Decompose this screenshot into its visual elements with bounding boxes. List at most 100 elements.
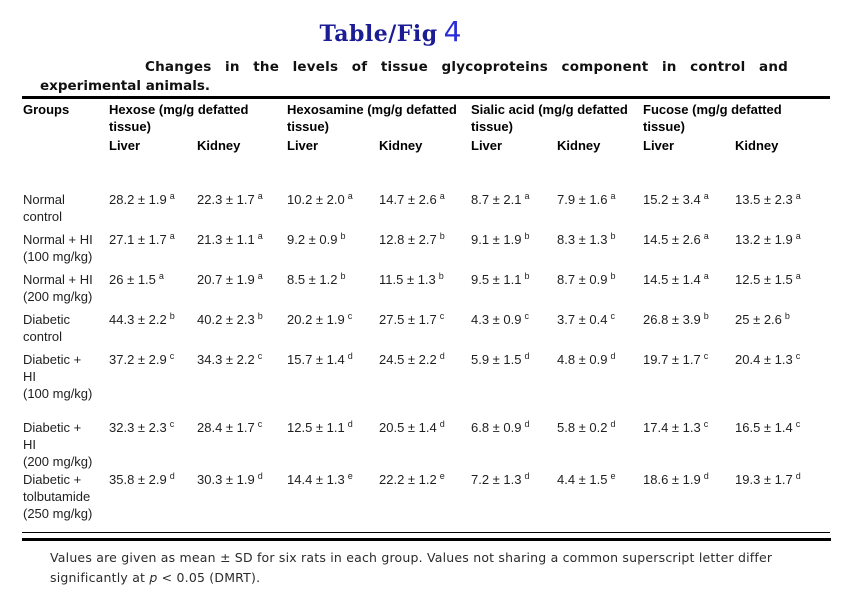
value-cell: 8.5 ± 1.2 b	[287, 270, 346, 287]
value-cell: 6.8 ± 0.9 d	[471, 418, 530, 435]
superscript-letter: d	[610, 418, 616, 429]
superscript-letter: a	[795, 190, 801, 201]
value-cell: 5.8 ± 0.2 d	[557, 418, 616, 435]
value-cell: 15.7 ± 1.4 d	[287, 350, 353, 367]
value-cell: 30.3 ± 1.9 d	[196, 470, 286, 533]
value-cell: 22.2 ± 1.2 e	[378, 470, 470, 533]
superscript-letter: e	[439, 470, 445, 481]
value-cell: 26.8 ± 3.9 b	[643, 310, 709, 327]
col-header-hexosamine-kidney: Kidney	[379, 138, 423, 153]
glycoproteins-table: Groups Hexose (mg/g defatted tissue) Hex…	[22, 96, 831, 533]
value-cell: 7.2 ± 1.3 d	[470, 470, 556, 533]
superscript-letter: d	[169, 470, 175, 481]
title-prefix-text: Table/Fig	[319, 21, 438, 47]
superscript-letter: c	[169, 418, 175, 429]
value-cell: 13.2 ± 1.9 a	[735, 230, 801, 247]
value-cell: 12.5 ± 1.1 d	[287, 418, 353, 435]
superscript-letter: a	[158, 270, 164, 281]
row-group-label: Normal + HI (200 mg/kg)	[23, 272, 93, 304]
value-cell: 27.5 ± 1.7 c	[379, 310, 445, 327]
value-cell: 14.5 ± 1.4 a	[643, 270, 709, 287]
row-group-label: Normal + HI (100 mg/kg)	[23, 232, 93, 264]
col-header-hexose-liver: Liver	[109, 138, 141, 153]
value-cell: 4.3 ± 0.9 c	[471, 310, 530, 327]
superscript-letter: a	[169, 230, 175, 241]
col-header-hexose-kidney: Kidney	[197, 138, 241, 153]
superscript-letter: d	[610, 350, 616, 361]
row-group-label: Diabetic control	[23, 312, 70, 344]
superscript-letter: b	[784, 310, 790, 321]
value-cell: 28.2 ± 1.9 a	[109, 190, 175, 207]
table-footnote: Values are given as mean ± SD for six ra…	[50, 548, 851, 588]
value-cell: 9.1 ± 1.9 b	[471, 230, 530, 247]
col-header-fucose-kidney: Kidney	[735, 138, 779, 153]
value-cell: 19.3 ± 1.7 d	[734, 470, 831, 533]
value-cell: 12.5 ± 1.5 a	[735, 270, 801, 287]
superscript-letter: a	[169, 190, 175, 201]
superscript-letter: d	[347, 418, 353, 429]
superscript-letter: d	[439, 350, 445, 361]
superscript-letter: a	[347, 190, 353, 201]
value-cell: 10.2 ± 2.0 a	[287, 190, 353, 207]
value-cell: 20.2 ± 1.9 c	[287, 310, 353, 327]
value-cell: 4.4 ± 1.5 e	[556, 470, 642, 533]
value-cell: 18.6 ± 1.9 d	[642, 470, 734, 533]
value-cell: 44.3 ± 2.2 b	[109, 310, 175, 327]
footnote-line-1: Values are given as mean ± SD for six ra…	[50, 549, 773, 565]
value-cell: 8.3 ± 1.3 b	[557, 230, 616, 247]
table-row: Diabetic + HI (100 mg/kg) 37.2 ± 2.9 c 34.3 ±…	[22, 350, 830, 418]
value-cell: 14.5 ± 2.6 a	[643, 230, 709, 247]
row-group-label: Normal control	[23, 192, 65, 224]
superscript-letter: c	[610, 310, 616, 321]
superscript-letter: d	[439, 418, 445, 429]
superscript-letter: c	[703, 350, 709, 361]
superscript-letter: a	[703, 270, 709, 281]
superscript-letter: b	[257, 310, 263, 321]
value-cell: 5.9 ± 1.5 d	[471, 350, 530, 367]
superscript-letter: c	[257, 418, 263, 429]
value-cell: 16.5 ± 1.4 c	[735, 418, 801, 435]
footnote-line-2-post: < 0.05 (DMRT).	[157, 569, 261, 585]
value-cell: 20.4 ± 1.3 c	[735, 350, 801, 367]
superscript-letter: d	[524, 470, 530, 481]
value-cell: 12.8 ± 2.7 b	[379, 230, 445, 247]
superscript-letter: e	[610, 470, 616, 481]
page-title: Table/Fig 4	[0, 0, 816, 49]
superscript-letter: b	[340, 230, 346, 241]
value-cell: 22.3 ± 1.7 a	[197, 190, 263, 207]
value-cell: 9.2 ± 0.9 b	[287, 230, 346, 247]
col-group-hexosamine: Hexosamine (mg/g defatted tissue)	[287, 102, 457, 134]
value-cell: 3.7 ± 0.4 c	[557, 310, 616, 327]
header-row-organs: Liver Kidney Liver Kidney Liver Kidney L…	[22, 135, 830, 190]
row-group-label: Diabetic + tolbutamide (250 mg/kg)	[22, 470, 108, 533]
header-row-groups: Groups Hexose (mg/g defatted tissue) Hex…	[22, 98, 830, 136]
col-header-sialic-kidney: Kidney	[557, 138, 601, 153]
value-cell: 15.2 ± 3.4 a	[643, 190, 709, 207]
col-header-groups: Groups	[23, 102, 70, 117]
superscript-letter: d	[795, 470, 801, 481]
value-cell: 13.5 ± 2.3 a	[735, 190, 801, 207]
value-cell: 21.3 ± 1.1 a	[197, 230, 263, 247]
value-cell: 32.3 ± 2.3 c	[109, 418, 175, 435]
table-row: Diabetic control 44.3 ± 2.2 b 40.2 ± 2.3 b 20.…	[22, 310, 830, 350]
superscript-letter: b	[610, 270, 616, 281]
superscript-letter: d	[524, 418, 530, 429]
col-header-hexosamine-liver: Liver	[287, 138, 319, 153]
value-cell: 34.3 ± 2.2 c	[197, 350, 263, 367]
value-cell: 9.5 ± 1.1 b	[471, 270, 530, 287]
table-container: Groups Hexose (mg/g defatted tissue) Hex…	[22, 96, 831, 541]
value-cell: 17.4 ± 1.3 c	[643, 418, 709, 435]
value-cell: 14.4 ± 1.3 e	[286, 470, 378, 533]
superscript-letter: c	[169, 350, 175, 361]
value-cell: 8.7 ± 0.9 b	[557, 270, 616, 287]
superscript-letter: d	[347, 350, 353, 361]
footnote-p-italic: p	[149, 569, 158, 585]
superscript-letter: a	[257, 230, 263, 241]
row-group-label: Diabetic + HI (100 mg/kg)	[23, 352, 93, 401]
table-row: Diabetic + HI (200 mg/kg) 32.3 ± 2.3 c 28.4 ±…	[22, 418, 830, 470]
superscript-letter: d	[257, 470, 263, 481]
table-row: Normal + HI (200 mg/kg) 26 ± 1.5 a 20.7 ± 1.…	[22, 270, 830, 310]
superscript-letter: c	[439, 310, 445, 321]
value-cell: 37.2 ± 2.9 c	[109, 350, 175, 367]
superscript-letter: c	[795, 418, 801, 429]
